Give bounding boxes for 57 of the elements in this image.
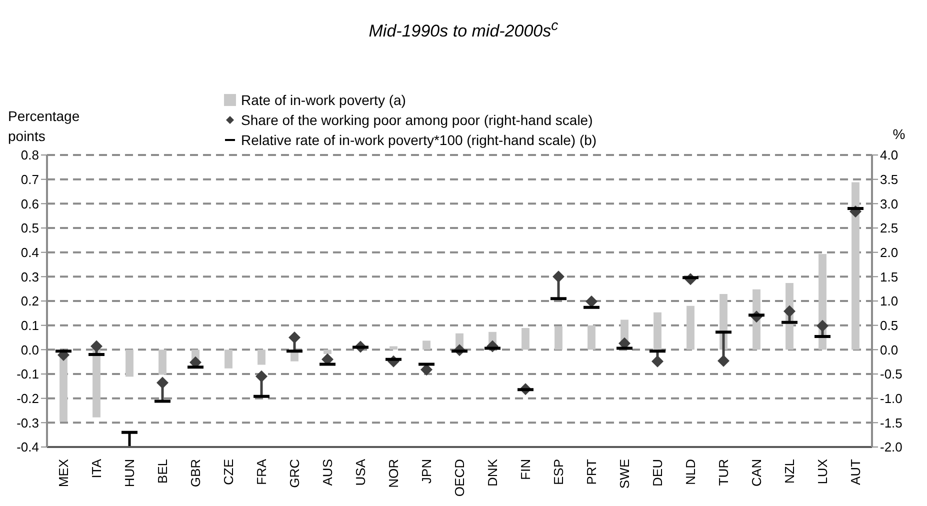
y2-tick-label: -0.5 [880, 366, 902, 382]
x-tick-label: DNK [485, 458, 500, 486]
x-tick-label: NOR [386, 459, 401, 488]
y-tick-label: -0.3 [16, 415, 39, 430]
y2-tick-label: -1.0 [880, 390, 902, 406]
x-tick-label: CZE [221, 458, 236, 485]
x-tick-label: FRA [254, 458, 269, 485]
y2-axis-title: % [892, 126, 906, 142]
chart-title: Mid-1990s to mid-2000s$^{c}$ [368, 18, 560, 42]
y-tick-label: 0.0 [20, 342, 39, 358]
y2-tick-label: 3.0 [880, 196, 898, 212]
y-tick-label: 0.1 [20, 318, 39, 333]
y-tick-label: -0.2 [16, 390, 39, 406]
y2-tick-label: 3.5 [880, 172, 898, 187]
y2-tick-label: 1.5 [880, 269, 898, 284]
y2-tick-label: 0.5 [880, 318, 898, 333]
x-tick-label: GBR [188, 459, 203, 488]
x-tick-label: ITA [89, 458, 104, 478]
y-tick-label: -0.1 [16, 366, 39, 382]
x-tick-label: LUX [815, 458, 830, 484]
x-tick-label: AUT [848, 458, 863, 485]
x-tick-label: CAN [749, 459, 764, 486]
y2-tick-label: 0.0 [880, 342, 898, 358]
y-tick-label: -0.4 [16, 440, 39, 455]
y-tick-label: 0.4 [20, 244, 39, 260]
x-tick-label: USA [353, 458, 368, 486]
x-tick-label: BEL [155, 459, 170, 484]
y2-tick-label: 1.0 [880, 294, 898, 309]
x-tick-label: JPN [419, 459, 434, 484]
x-tick-label: NZL [782, 459, 797, 484]
y2-tick-label: 2.0 [880, 244, 898, 260]
x-tick-label: HUN [122, 459, 137, 488]
legend-label: Relative rate of in-work poverty*100 (right-hand scale) (b) [241, 131, 597, 150]
y2-tick-label: -2.0 [880, 440, 902, 455]
x-tick-label: GRC [287, 459, 302, 488]
y-tick-label: 0.7 [20, 172, 39, 187]
legend-label: Share of the working poor among poor (right-hand scale) [241, 111, 593, 130]
x-tick-label: TUR [716, 459, 731, 486]
y2-tick-label: 4.0 [880, 148, 898, 163]
x-tick-label: AUS [320, 458, 335, 486]
legend-label: Rate of in-work poverty (a) [241, 91, 406, 110]
x-tick-label: DEU [650, 459, 665, 486]
x-tick-label: PRT [584, 458, 599, 485]
x-tick-label: ESP [551, 459, 566, 486]
y-tick-label: 0.8 [20, 148, 39, 163]
x-tick-label: OECD [452, 459, 467, 497]
x-tick-label: SWE [617, 458, 632, 489]
x-tick-label: NLD [683, 459, 698, 486]
y2-tick-label: 2.5 [880, 220, 898, 236]
y2-tick-label: -1.5 [880, 415, 902, 430]
x-tick-label: FIN [518, 459, 533, 480]
y-tick-label: 0.3 [20, 269, 39, 284]
y-tick-label: 0.5 [20, 220, 39, 236]
x-tick-label: MEX [56, 458, 71, 488]
y-tick-label: 0.6 [20, 196, 39, 212]
y-axis-title: Percentage points [8, 107, 81, 146]
y-tick-label: 0.2 [20, 294, 39, 309]
